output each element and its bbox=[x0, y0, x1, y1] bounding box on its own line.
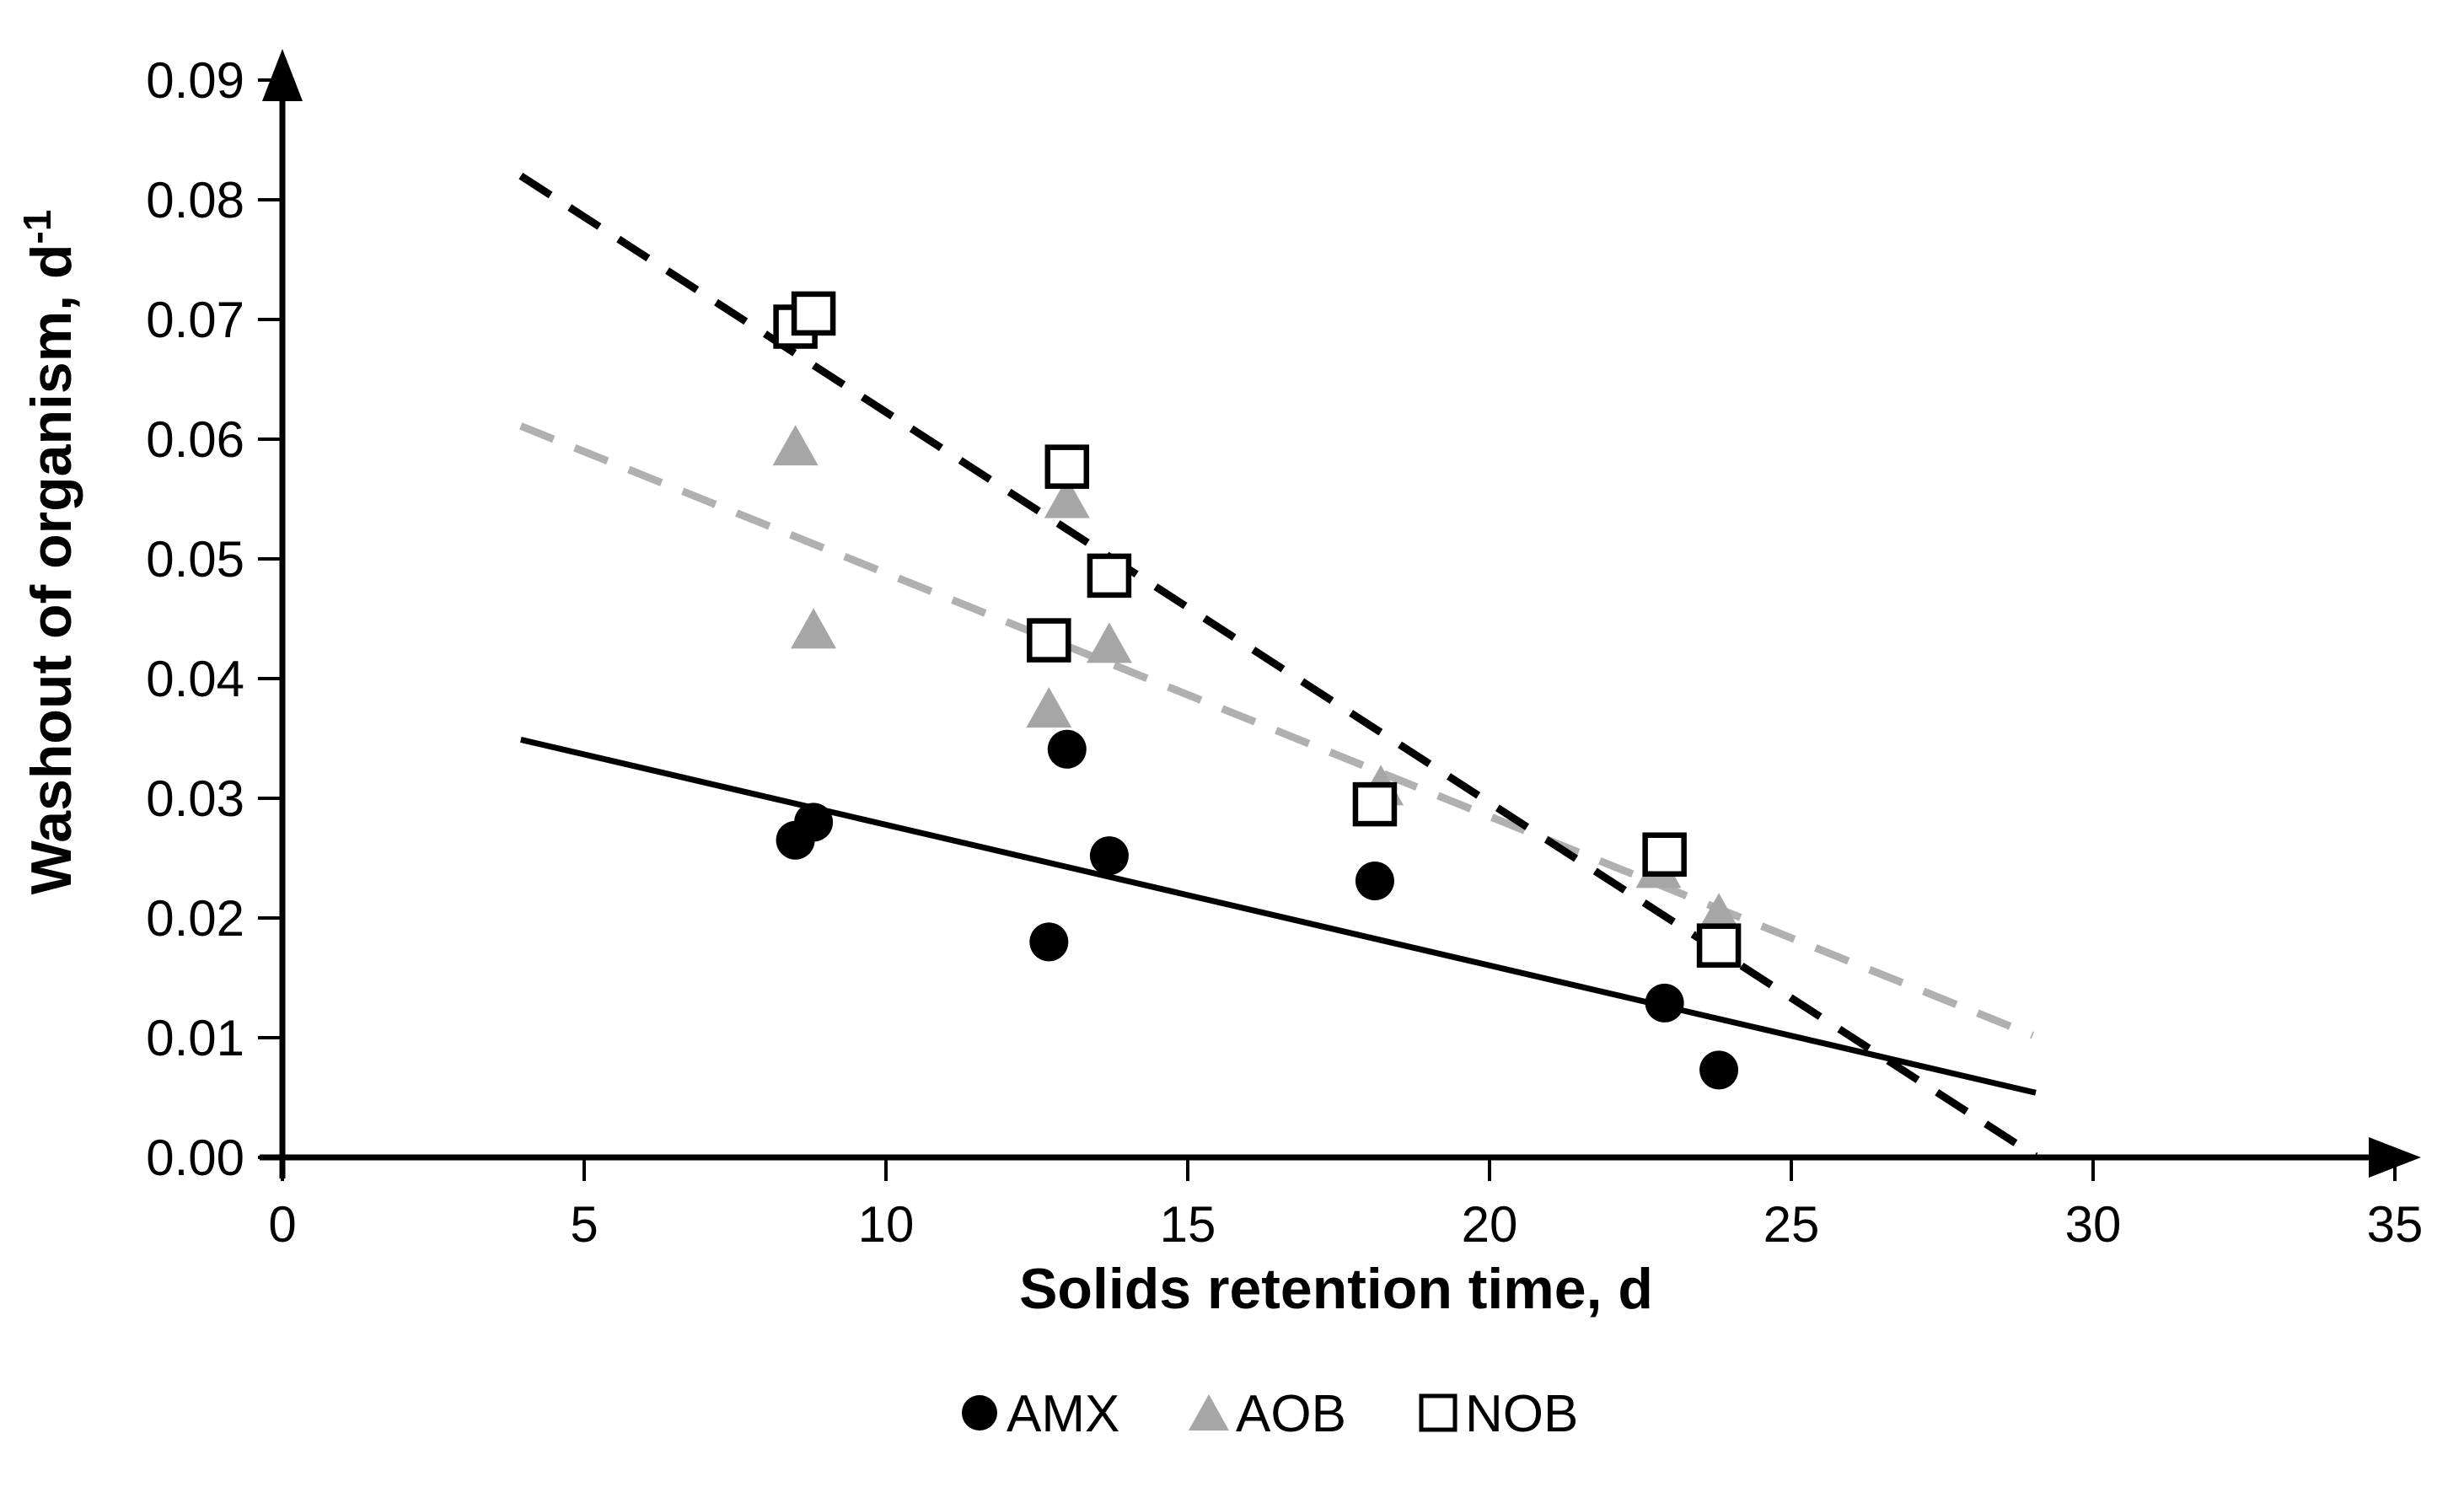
x-tick-label: 5 bbox=[570, 1196, 598, 1253]
point-AMX bbox=[1089, 836, 1129, 876]
point-AOB bbox=[791, 608, 837, 649]
axis-titles: Solids retention time, d Washout of orga… bbox=[15, 210, 1653, 1321]
axes: 0 5 10 15 20 25 30 35 0.00 0.01 0.02 0.03 0.04 0.05 0.… bbox=[146, 49, 2423, 1253]
point-NOB bbox=[1027, 618, 1071, 663]
trendline-AOB bbox=[519, 422, 2035, 1039]
y-tick-label: 0.09 bbox=[146, 52, 244, 109]
x-tick-label: 10 bbox=[858, 1196, 915, 1253]
y-axis-title-text: Washout of organism, d bbox=[19, 244, 83, 895]
x-axis-title: Solids retention time, d bbox=[1019, 1257, 1653, 1321]
x-tick-label: 15 bbox=[1160, 1196, 1216, 1253]
y-tick-label: 0.07 bbox=[146, 292, 244, 348]
trendlines bbox=[518, 172, 2038, 1160]
point-NOB bbox=[1642, 832, 1687, 877]
point-AOB bbox=[1696, 893, 1742, 934]
point-NOB bbox=[1044, 444, 1090, 489]
y-axis-title-superscript: -1 bbox=[15, 210, 59, 244]
legend-triangle-icon bbox=[1189, 1394, 1229, 1431]
trendline-AMX bbox=[520, 737, 2037, 1096]
legend-item-label: AOB bbox=[1236, 1385, 1346, 1443]
legend: AMX AOB NOB bbox=[962, 1385, 1578, 1443]
legend-item-AOB: AOB bbox=[1189, 1385, 1346, 1443]
point-NOB bbox=[1352, 781, 1398, 827]
y-tick-label: 0.06 bbox=[146, 411, 244, 468]
point-AOB bbox=[772, 425, 819, 466]
point-AOB bbox=[1044, 477, 1090, 518]
y-axis-arrow bbox=[262, 49, 303, 101]
y-tick-label: 0.05 bbox=[146, 531, 244, 588]
series-AOB bbox=[772, 425, 1742, 934]
legend-item-label: AMX bbox=[1007, 1385, 1119, 1443]
series-AMX bbox=[776, 729, 1739, 1090]
point-NOB bbox=[791, 291, 836, 336]
y-tick-label: 0.04 bbox=[146, 651, 244, 707]
point-AMX bbox=[1047, 729, 1087, 769]
y-tick-label: 0.08 bbox=[146, 172, 244, 228]
x-tick-label: 30 bbox=[2065, 1196, 2122, 1253]
point-AMX bbox=[1645, 983, 1684, 1023]
legend-item-NOB: NOB bbox=[1419, 1385, 1578, 1443]
point-NOB bbox=[1696, 923, 1742, 968]
point-AMX bbox=[794, 803, 834, 842]
data-points bbox=[772, 291, 1742, 1090]
series-NOB bbox=[773, 291, 1742, 968]
x-tick-label: 20 bbox=[1462, 1196, 1518, 1253]
point-NOB bbox=[1087, 553, 1132, 599]
point-AOB bbox=[1026, 687, 1072, 728]
legend-circle-icon bbox=[962, 1395, 997, 1431]
x-tick-label: 25 bbox=[1763, 1196, 1820, 1253]
y-tick-label: 0.01 bbox=[146, 1010, 244, 1066]
y-tick-label: 0.00 bbox=[146, 1130, 244, 1186]
legend-square-icon bbox=[1419, 1393, 1457, 1432]
x-tick-label: 0 bbox=[268, 1196, 296, 1253]
legend-item-label: NOB bbox=[1465, 1385, 1578, 1443]
point-AMX bbox=[1029, 922, 1069, 962]
point-AMX bbox=[1699, 1050, 1739, 1090]
x-tick-label: 35 bbox=[2367, 1196, 2424, 1253]
y-axis-title: Washout of organism, d-1 bbox=[15, 210, 83, 895]
legend-item-AMX: AMX bbox=[962, 1385, 1119, 1443]
y-tick-label: 0.02 bbox=[146, 890, 244, 947]
y-tick-label: 0.03 bbox=[146, 770, 244, 827]
point-AOB bbox=[1086, 622, 1132, 663]
point-AMX bbox=[1355, 861, 1394, 900]
trendline-NOB bbox=[518, 172, 2038, 1160]
